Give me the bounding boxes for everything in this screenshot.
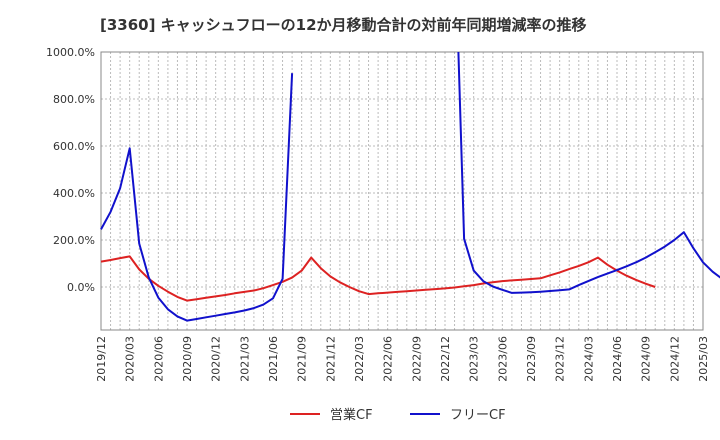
x-tick-label: 2022/06: [382, 336, 395, 382]
series-line-free-cf: [100, 73, 294, 322]
y-tick-label: 200.0%: [53, 234, 95, 247]
y-tick-label: 800.0%: [53, 93, 95, 106]
x-tick-label: 2023/06: [496, 336, 509, 382]
x-tick-label: 2021/12: [324, 336, 337, 382]
x-tick-label: 2024/12: [668, 336, 681, 382]
x-tick-label: 2024/06: [611, 336, 624, 382]
y-tick-label: 1000.0%: [46, 46, 95, 59]
y-tick-label: 0.0%: [67, 281, 95, 294]
x-tick-label: 2023/09: [525, 336, 538, 382]
x-tick-label: 2023/03: [468, 336, 481, 382]
series-line-free-cf: [457, 51, 720, 294]
series-lines: [100, 51, 720, 322]
gridlines: [101, 52, 703, 330]
legend: 営業CF フリーCF: [0, 404, 720, 426]
legend-label-operating-cf: 営業CF: [330, 408, 373, 423]
x-tick-label: 2021/06: [267, 336, 280, 382]
chart-title: [3360] キャッシュフローの12か月移動合計の対前年同期増減率の推移: [100, 16, 587, 34]
legend-label-free-cf: フリーCF: [450, 408, 506, 423]
x-tick-label: 2021/09: [296, 336, 309, 382]
legend-item-free-cf: フリーCF: [410, 404, 506, 423]
x-tick-label: 2024/03: [582, 336, 595, 382]
x-tick-label: 2020/09: [181, 336, 194, 382]
x-tick-label: 2022/03: [353, 336, 366, 382]
x-tick-label: 2022/09: [410, 336, 423, 382]
legend-swatch-free-cf: [410, 412, 440, 415]
x-tick-label: 2023/12: [554, 336, 567, 382]
x-tick-label: 2025/03: [697, 336, 710, 382]
y-axis-ticks: 0.0% 200.0% 400.0% 600.0% 800.0% 1000.0%: [46, 46, 95, 294]
legend-swatch-operating-cf: [290, 412, 320, 415]
x-tick-label: 2022/12: [439, 336, 452, 382]
x-tick-label: 2024/09: [640, 336, 653, 382]
x-tick-label: 2020/12: [210, 336, 223, 382]
x-tick-label: 2020/06: [152, 336, 165, 382]
y-tick-label: 400.0%: [53, 187, 95, 200]
x-tick-label: 2020/03: [124, 336, 137, 382]
y-tick-label: 600.0%: [53, 140, 95, 153]
legend-item-operating-cf: 営業CF: [290, 404, 373, 423]
x-tick-label: 2019/12: [95, 336, 108, 382]
x-axis-ticks: 2019/12 2020/03 2020/06 2020/09 2020/12 2021/…: [95, 336, 710, 382]
x-tick-label: 2021/03: [238, 336, 251, 382]
series-line-operating-cf: [100, 255, 656, 302]
plot-frame: [100, 51, 704, 331]
